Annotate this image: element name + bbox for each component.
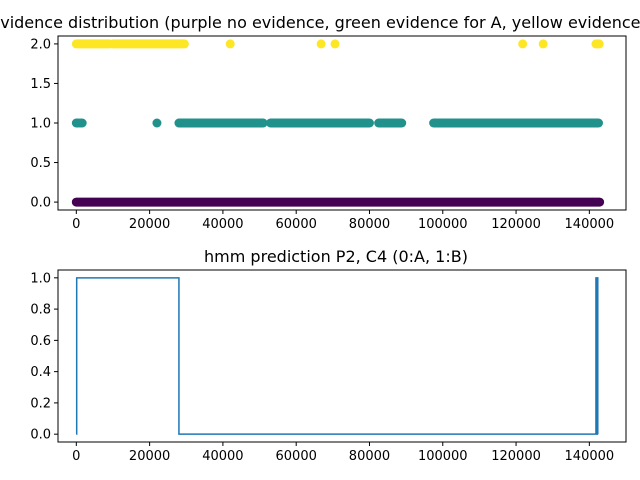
evidence-point-1 <box>175 118 185 128</box>
y-tick-label: 0.4 <box>30 365 51 380</box>
y-tick-label: 0.2 <box>30 396 51 411</box>
evidence-axes: 0 20000 40000 60000 80000 100000 120000 140000 0… <box>30 35 627 232</box>
y-tick-label: 1.0 <box>30 271 51 286</box>
y-tick-label: 0.8 <box>30 303 51 318</box>
evidence-point-2 <box>518 39 528 49</box>
hmm-axes: 0 20000 40000 60000 80000 100000 120000 140000 0… <box>30 269 627 464</box>
evidence-point-2 <box>330 39 340 49</box>
evidence-point-2 <box>594 39 604 49</box>
evidence-point-2 <box>538 39 548 49</box>
x-tick-label: 80000 <box>349 217 390 232</box>
x-tick-label: 20000 <box>129 217 170 232</box>
evidence-distribution-panel: Evidence distribution (purple no evidenc… <box>0 13 640 232</box>
hmm-prediction-title: hmm prediction P2, C4 (0:A, 1:B) <box>204 247 468 266</box>
x-tick-label: 100000 <box>418 449 468 464</box>
x-tick-label: 40000 <box>202 449 243 464</box>
hmm-prediction-marks <box>75 277 599 435</box>
hmm-prediction-panel: hmm prediction P2, C4 (0:A, 1:B) 0 20000 4… <box>30 247 627 464</box>
x-tick-label: 20000 <box>129 449 170 464</box>
y-tick-label: 0.5 <box>30 156 51 171</box>
evidence-point-2 <box>316 39 326 49</box>
y-tick-label: 1.5 <box>30 77 51 92</box>
plot-frame <box>57 269 627 443</box>
x-tick-label: 0 <box>72 449 80 464</box>
x-tick-label: 140000 <box>565 449 615 464</box>
evidence-point-1 <box>152 118 162 128</box>
prediction-line <box>75 277 599 435</box>
y-tick-label: 0.6 <box>30 334 51 349</box>
x-tick-label: 40000 <box>202 217 243 232</box>
x-tick-label: 120000 <box>491 217 541 232</box>
x-tick-label: 140000 <box>565 217 615 232</box>
x-tick-label: 60000 <box>276 217 317 232</box>
evidence-scatter-marks <box>71 39 605 207</box>
x-tick-label: 0 <box>72 217 80 232</box>
y-tick-label: 0.0 <box>30 428 51 443</box>
evidence-point-1 <box>77 118 87 128</box>
evidence-point-2 <box>225 39 235 49</box>
y-tick-label: 0.0 <box>30 196 51 211</box>
evidence-distribution-title: Evidence distribution (purple no evidenc… <box>0 13 640 32</box>
y-tick-label: 2.0 <box>30 37 51 52</box>
y-tick-label: 1.0 <box>30 117 51 132</box>
x-tick-label: 100000 <box>418 217 468 232</box>
x-tick-label: 80000 <box>349 449 390 464</box>
x-tick-label: 60000 <box>276 449 317 464</box>
x-tick-label: 120000 <box>491 449 541 464</box>
